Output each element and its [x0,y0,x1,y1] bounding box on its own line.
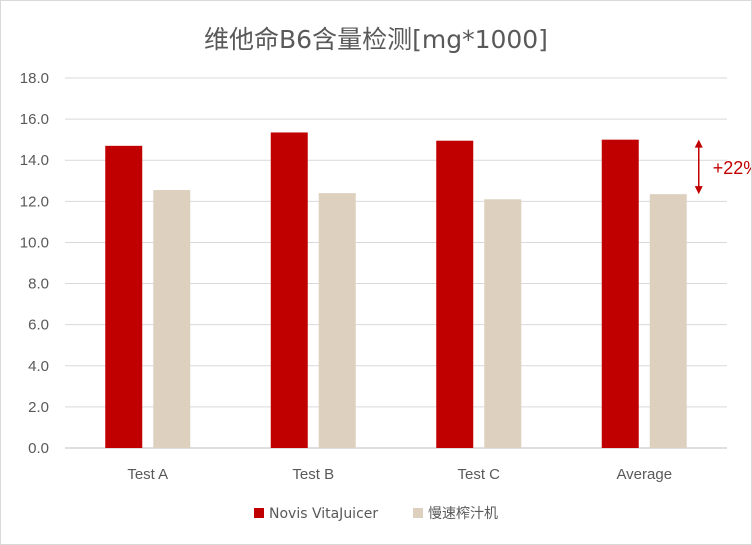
bar-novis [270,132,308,448]
y-tick-label: 4.0 [28,358,49,375]
legend-swatch [413,508,423,518]
bar-slow-juicer [153,190,191,448]
bar-novis [436,140,474,448]
arrow-head-up [694,139,703,148]
y-tick-label: 12.0 [20,193,49,210]
y-tick-label: 14.0 [20,152,49,169]
bar-novis [601,139,639,448]
bar-slow-juicer [484,199,522,448]
x-category-label: Test B [292,466,334,483]
y-tick-label: 18.0 [20,70,49,87]
x-axis-categories: Test A Test B Test C Average [127,466,672,483]
chart-title: 维他命B6含量检测[mg*1000] [204,25,548,54]
difference-annotation: +22% [694,139,751,195]
y-tick-label: 16.0 [20,111,49,128]
y-tick-label: 0.0 [28,440,49,457]
legend-label: 慢速榨汁机 [428,505,498,522]
legend-label: Novis VitaJuicer [269,506,378,522]
legend: Novis VitaJuicer 慢速榨汁机 [254,505,498,522]
legend-swatch [254,508,264,518]
x-category-label: Test C [457,466,500,483]
arrow-head-down [694,186,703,195]
bar-slow-juicer [318,193,356,448]
y-tick-label: 10.0 [20,234,49,251]
y-tick-label: 8.0 [28,276,49,293]
bars [105,132,687,449]
y-tick-label: 6.0 [28,317,49,334]
x-category-label: Average [616,466,672,483]
bar-slow-juicer [649,194,687,448]
y-tick-label: 2.0 [28,399,49,416]
x-category-label: Test A [127,466,168,483]
bar-novis [105,145,143,449]
annotation-label: +22% [713,158,751,178]
y-axis-ticks: 0.0 2.0 4.0 6.0 8.0 10.0 12.0 14.0 16.0 18.0 [20,70,49,457]
